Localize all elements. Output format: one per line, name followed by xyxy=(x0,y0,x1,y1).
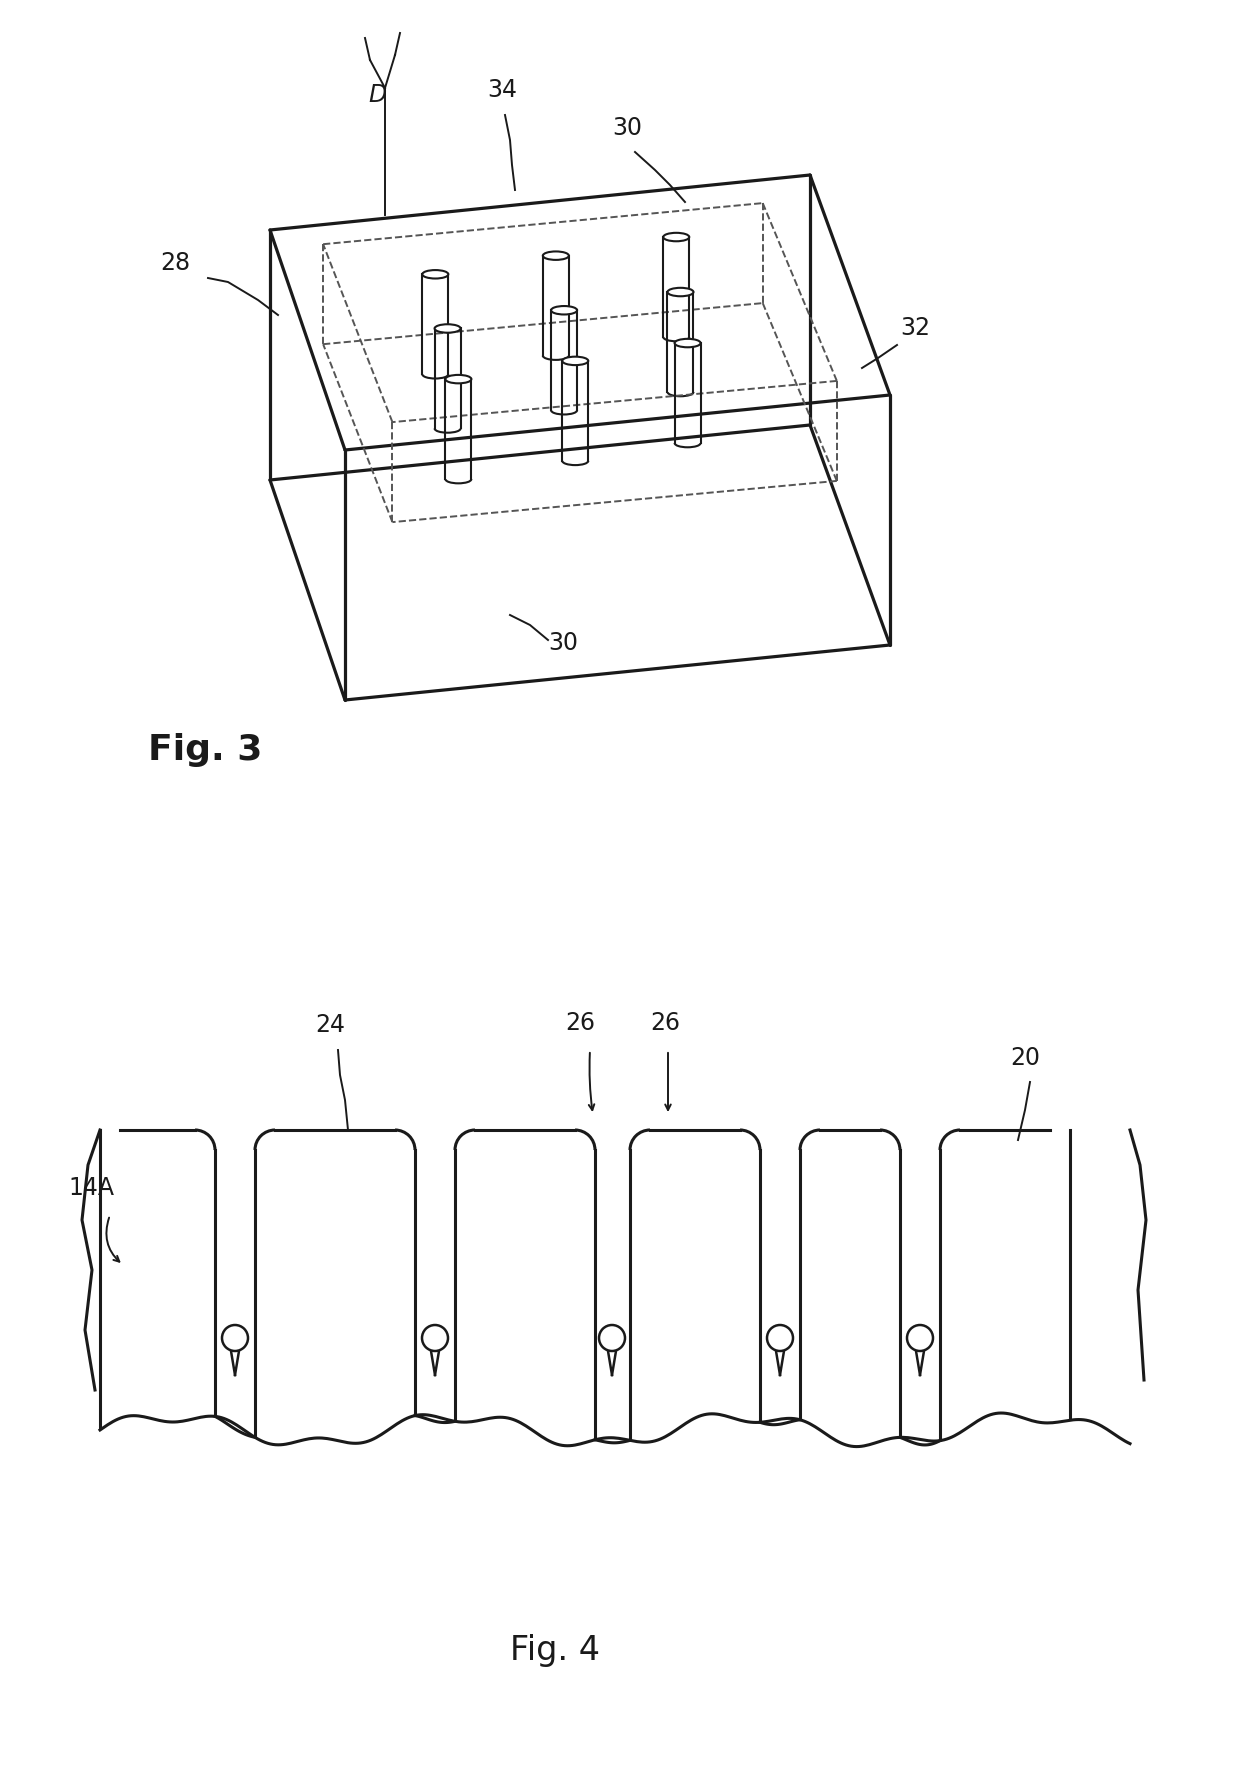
Ellipse shape xyxy=(445,374,471,383)
Ellipse shape xyxy=(663,233,689,242)
Text: 26: 26 xyxy=(650,1010,680,1035)
Ellipse shape xyxy=(423,270,449,279)
Ellipse shape xyxy=(675,339,701,348)
Text: D: D xyxy=(368,83,386,108)
Ellipse shape xyxy=(543,251,569,260)
Ellipse shape xyxy=(667,288,693,297)
Text: Fig. 4: Fig. 4 xyxy=(510,1634,600,1667)
Circle shape xyxy=(599,1324,625,1351)
Text: 30: 30 xyxy=(548,630,578,655)
Circle shape xyxy=(768,1324,794,1351)
Circle shape xyxy=(906,1324,932,1351)
Text: 20: 20 xyxy=(1011,1045,1040,1070)
Text: 32: 32 xyxy=(900,316,930,341)
Text: 26: 26 xyxy=(565,1010,595,1035)
Text: 28: 28 xyxy=(160,251,190,275)
Circle shape xyxy=(222,1324,248,1351)
Text: 14A: 14A xyxy=(68,1176,114,1201)
Ellipse shape xyxy=(562,357,588,366)
Ellipse shape xyxy=(434,325,460,332)
Text: 24: 24 xyxy=(315,1014,345,1037)
Text: 34: 34 xyxy=(487,78,517,102)
Circle shape xyxy=(422,1324,448,1351)
Ellipse shape xyxy=(551,306,577,314)
Text: Fig. 3: Fig. 3 xyxy=(148,733,263,766)
Text: 30: 30 xyxy=(613,117,642,140)
